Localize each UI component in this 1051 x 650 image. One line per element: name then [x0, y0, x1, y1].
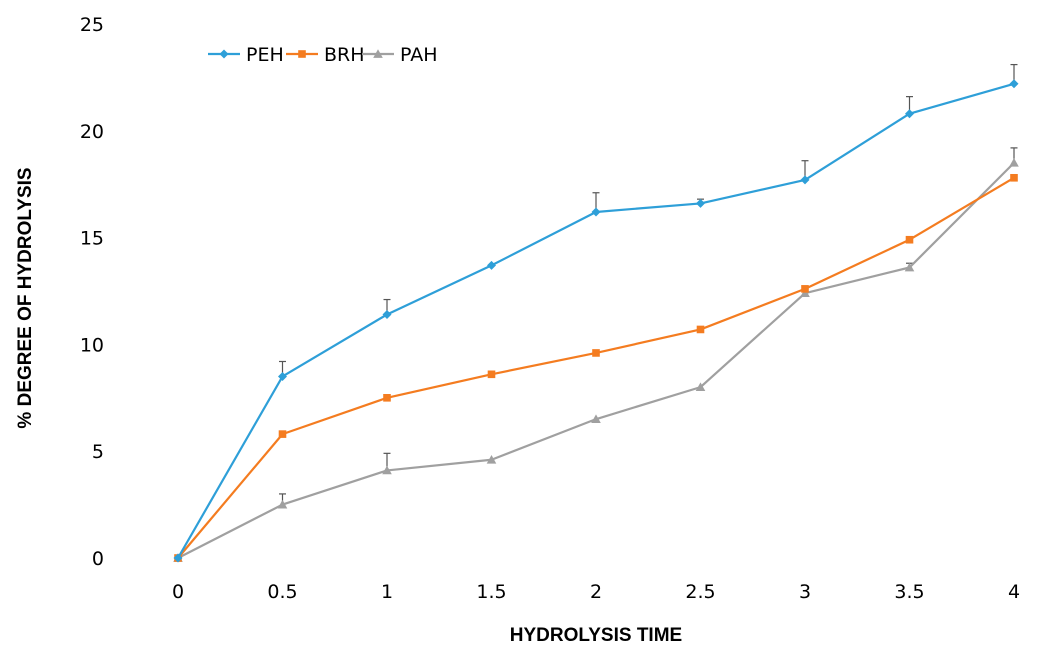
point-peh [800, 175, 810, 185]
x-tick-label: 1 [381, 581, 393, 603]
point-pah [486, 454, 497, 464]
point-pah [591, 414, 601, 423]
y-tick-label: 10 [80, 334, 104, 356]
point-peh [1009, 79, 1019, 89]
point-pah [1009, 158, 1019, 167]
point-peh [173, 553, 183, 563]
x-tick-label: 3 [799, 581, 811, 603]
x-tick-label: 3.5 [894, 581, 924, 603]
x-tick-label: 2.5 [685, 581, 715, 603]
x-tick-label: 2 [590, 581, 602, 603]
point-peh [591, 207, 601, 217]
point-pah [695, 382, 706, 391]
legend-marker-peh [219, 49, 229, 59]
y-tick-label: 5 [92, 441, 104, 463]
point-brh [696, 325, 705, 334]
point-peh [278, 371, 287, 381]
legend-label-brh: BRH [324, 44, 365, 66]
x-tick-label: 4 [1008, 581, 1020, 603]
x-tick-label: 1.5 [476, 581, 506, 603]
series-line-brh [177, 176, 1015, 559]
point-brh [383, 394, 391, 402]
point-peh [905, 109, 914, 119]
series-layer [173, 63, 1019, 563]
legend-label-peh: PEH [246, 44, 284, 66]
x-tick-label: 0.5 [267, 581, 297, 603]
y-tick-label: 0 [92, 548, 104, 570]
point-brh [905, 235, 914, 244]
y-tick-label: 20 [80, 121, 104, 143]
legend-label-pah: PAH [400, 44, 438, 66]
x-axis-title: HYDROLYSIS TIME [510, 625, 682, 646]
y-tick-label: 15 [80, 228, 104, 250]
point-brh [1010, 173, 1018, 182]
point-peh [382, 309, 392, 319]
x-tick-label: 0 [172, 581, 184, 603]
y-tick-label: 25 [80, 14, 104, 36]
legend: PEH BRH PAH [208, 44, 438, 66]
series-line-pah [177, 162, 1015, 559]
point-brh [801, 285, 809, 293]
y-axis-title: % DEGREE OF HYDROLYSIS [15, 167, 36, 428]
point-brh [592, 349, 600, 357]
axes-layer: 0 5 10 15 20 25 0 0.5 1 1.5 2 2.5 3 3.5 4 [80, 14, 1020, 603]
point-peh [487, 260, 496, 270]
point-peh [696, 198, 705, 208]
series-line-peh [177, 82, 1015, 559]
point-pah [277, 499, 288, 509]
point-pah [382, 465, 392, 475]
point-pah [904, 262, 915, 272]
point-brh [487, 370, 496, 379]
legend-marker-pah [373, 49, 383, 58]
point-brh [278, 430, 287, 438]
legend-marker-brh [298, 50, 306, 58]
